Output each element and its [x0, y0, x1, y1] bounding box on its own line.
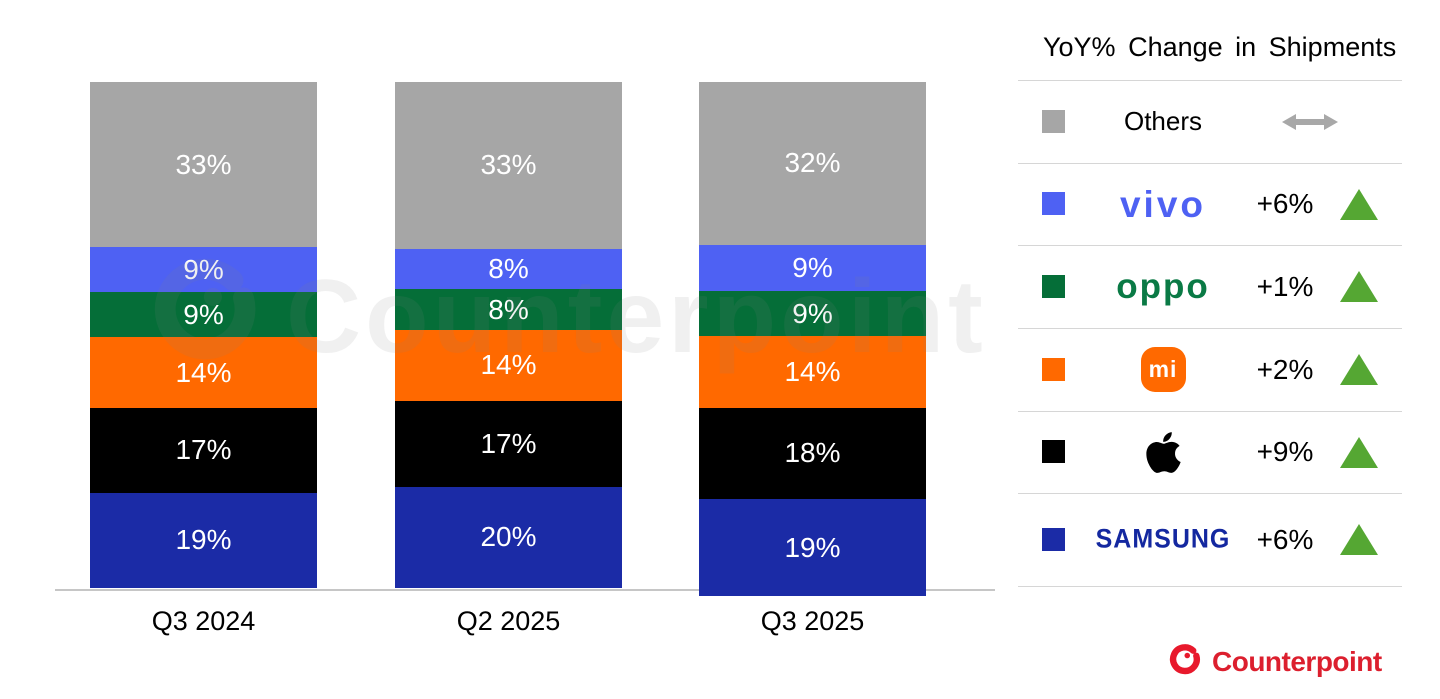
legend-change-value: +6%: [1256, 523, 1314, 555]
bar-value-label: 17%: [480, 427, 537, 459]
bar-segment-oppo: 9%: [90, 292, 317, 338]
bar-segment-apple: 17%: [90, 407, 317, 493]
bar-value-label: 9%: [183, 298, 224, 330]
bar-segment-vivo: 8%: [395, 248, 622, 290]
counterpoint-logo: Counterpoint: [1168, 644, 1382, 679]
bar-value-label: 32%: [784, 147, 841, 179]
bar-value-label: 14%: [784, 356, 841, 388]
bar-value-label: 20%: [480, 521, 537, 553]
trend-up-triangle-icon: [1340, 436, 1378, 468]
xiaomi-logo-text: mi: [1148, 356, 1178, 382]
bar-segment-xiaomi: 14%: [699, 336, 926, 408]
bar-segment-vivo: 9%: [699, 244, 926, 291]
bar-segment-apple: 17%: [395, 400, 622, 487]
legend-trend-cell: [1333, 494, 1385, 585]
legend-logo-area: mi: [1083, 329, 1243, 410]
bar-segment-others: 33%: [395, 82, 622, 249]
legend-separator: [1018, 411, 1402, 412]
legend-row-apple: +9%: [1015, 412, 1415, 492]
bar-segment-samsung: 20%: [395, 486, 622, 588]
bar-segment-vivo: 9%: [90, 247, 317, 293]
counterpoint-wordmark: Counterpoint: [1212, 645, 1382, 677]
bar-q2-2025: 33% 8% 8% 14% 17% 20%: [395, 82, 622, 588]
x-axis-label: Q3 2025: [760, 606, 865, 636]
legend-separator: [1018, 80, 1402, 81]
legend-separator: [1018, 586, 1402, 587]
bar-value-label: 18%: [784, 437, 841, 469]
x-axis-label: Q3 2024: [151, 606, 256, 636]
bar-value-label: 8%: [488, 253, 529, 285]
bar-value-label: 33%: [175, 148, 232, 180]
legend-logo-area: [1083, 412, 1243, 492]
vivo-logo-text: vivo: [1119, 183, 1207, 225]
legend-title: YoY% Change in Shipments: [1043, 32, 1397, 62]
bar-value-label: 14%: [175, 356, 232, 388]
legend-change-value: +6%: [1256, 188, 1314, 219]
legend-row-samsung: SAMSUNG +6%: [1015, 494, 1415, 585]
legend-row-others: Others: [1015, 81, 1415, 162]
bar-value-label: 17%: [175, 434, 232, 466]
samsung-logo-text: SAMSUNG: [1095, 523, 1231, 555]
trend-up-triangle-icon: [1340, 524, 1378, 555]
bar-value-label: 33%: [480, 149, 537, 181]
bar-segment-others: 33%: [90, 82, 317, 248]
legend-swatch-vivo: [1042, 192, 1065, 215]
legend-swatch-apple: [1042, 440, 1065, 463]
bar-value-label: 19%: [784, 531, 841, 563]
legend-trend-cell: [1333, 246, 1385, 327]
legend-label-others: Others: [1123, 106, 1203, 136]
legend-separator: [1018, 493, 1402, 494]
legend-separator: [1018, 163, 1402, 164]
bar-value-label: 14%: [480, 349, 537, 381]
trend-up-triangle-icon: [1340, 354, 1378, 385]
legend-trend-cell: [1255, 81, 1365, 162]
legend-row-oppo: oppo +1%: [1015, 246, 1415, 327]
legend-trend-cell: [1333, 329, 1385, 410]
legend-logo-area: oppo: [1083, 246, 1243, 327]
bar-value-label: 9%: [792, 251, 833, 283]
bar-segment-samsung: 19%: [90, 492, 317, 588]
bar-value-label: 9%: [183, 253, 224, 285]
legend-trend-cell: [1333, 412, 1385, 492]
legend-row-vivo: vivo +6%: [1015, 164, 1415, 244]
bar-segment-apple: 18%: [699, 407, 926, 500]
legend-panel: YoY% Change in Shipments Others vivo +6% op…: [1015, 0, 1415, 699]
legend-trend-cell: [1333, 164, 1385, 244]
trend-up-triangle-icon: [1340, 271, 1378, 302]
trend-up-triangle-icon: [1340, 188, 1378, 220]
legend-swatch-oppo: [1042, 274, 1065, 298]
x-axis-line: [55, 589, 995, 591]
legend-logo-area: vivo: [1083, 164, 1243, 244]
legend-row-xiaomi: mi +2%: [1015, 329, 1415, 410]
apple-logo-icon: [1145, 431, 1181, 473]
stacked-bar-plot: 33% 9% 9% 14% 17% 19% Q3 2024 33% 8% 8% 14% 17% 20% Q…: [90, 82, 926, 636]
legend-swatch-samsung: [1042, 527, 1065, 551]
bar-segment-oppo: 8%: [395, 289, 622, 330]
xiaomi-logo-icon: mi: [1140, 347, 1186, 392]
legend-logo-area: Others: [1083, 81, 1243, 162]
legend-change-value: +1%: [1256, 270, 1314, 302]
legend-swatch-others: [1042, 109, 1065, 133]
bar-segment-xiaomi: 14%: [90, 337, 317, 408]
legend-change-value: +2%: [1256, 353, 1314, 385]
bar-value-label: 9%: [792, 297, 833, 329]
legend-logo-area: SAMSUNG: [1083, 494, 1243, 585]
flat-double-arrow-icon: [1282, 113, 1338, 130]
bar-segment-others: 32%: [699, 82, 926, 245]
bar-segment-oppo: 9%: [699, 290, 926, 337]
legend-swatch-xiaomi: [1042, 357, 1065, 381]
bar-value-label: 19%: [175, 524, 232, 556]
bar-segment-samsung: 19%: [699, 499, 926, 596]
counterpoint-c-icon: [1169, 644, 1200, 675]
legend-separator: [1018, 328, 1402, 329]
legend-change-value: +9%: [1256, 436, 1314, 467]
legend-separator: [1018, 245, 1402, 246]
bar-segment-xiaomi: 14%: [395, 329, 622, 401]
bar-value-label: 8%: [488, 293, 529, 325]
bar-q3-2025: 32% 9% 9% 14% 18% 19%: [699, 82, 926, 596]
x-axis-label: Q2 2025: [456, 606, 561, 636]
oppo-logo-text: oppo: [1116, 267, 1210, 306]
bar-q3-2024: 33% 9% 9% 14% 17% 19%: [90, 82, 317, 588]
